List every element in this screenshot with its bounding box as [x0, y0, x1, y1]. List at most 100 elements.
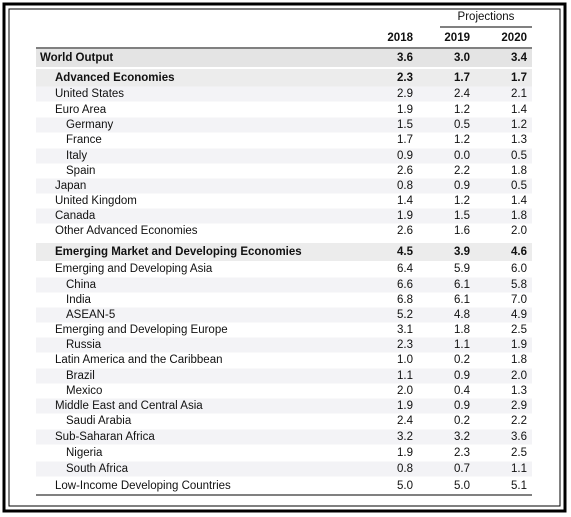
- inner-border: [8, 8, 561, 507]
- cell-value: 2.3: [454, 447, 470, 459]
- row-shade: [36, 461, 532, 477]
- cell-value: 6.4: [397, 263, 414, 275]
- cell-value: 1.3: [511, 134, 527, 146]
- row-label: China: [66, 279, 97, 291]
- cell-value: 0.5: [511, 150, 527, 162]
- cell-value: 1.2: [454, 195, 470, 207]
- row-label: South Africa: [66, 463, 129, 475]
- row-label: United Kingdom: [55, 195, 137, 207]
- row-label: Latin America and the Caribbean: [55, 354, 223, 366]
- row-label: Spain: [66, 165, 95, 177]
- cell-value: 1.8: [511, 165, 527, 177]
- row-label: Canada: [55, 210, 96, 222]
- cell-value: 1.7: [454, 72, 470, 84]
- cell-value: 0.2: [454, 415, 470, 427]
- cell-value: 0.8: [397, 180, 413, 192]
- row-label: Euro Area: [55, 104, 107, 116]
- cell-value: 0.5: [511, 180, 527, 192]
- row-shade: [36, 86, 532, 102]
- cell-value: 1.2: [511, 119, 527, 131]
- cell-value: 6.1: [454, 279, 470, 291]
- cell-value: 2.1: [511, 88, 527, 100]
- cell-value: 1.2: [454, 134, 470, 146]
- row-label: ASEAN-5: [66, 309, 115, 321]
- cell-value: 3.6: [511, 431, 527, 443]
- row-shade: [36, 337, 532, 353]
- cell-value: 5.1: [511, 480, 527, 492]
- cell-value: 6.6: [397, 279, 413, 291]
- cell-value: 2.6: [397, 165, 413, 177]
- cell-value: 1.6: [454, 225, 470, 237]
- column-header: 2018: [387, 32, 413, 44]
- cell-value: 0.7: [454, 463, 470, 475]
- row-label: Italy: [66, 150, 87, 162]
- cell-value: 1.2: [454, 104, 470, 116]
- cell-value: 2.9: [397, 88, 413, 100]
- column-header: 2020: [501, 32, 527, 44]
- row-label: Russia: [66, 339, 102, 351]
- row-label: Low-Income Developing Countries: [55, 480, 231, 492]
- row-label: Japan: [55, 180, 86, 192]
- cell-value: 3.2: [454, 431, 470, 443]
- row-label: United States: [55, 88, 124, 100]
- cell-value: 3.6: [397, 52, 413, 64]
- cell-value: 2.2: [454, 165, 470, 177]
- cell-value: 2.4: [397, 415, 414, 427]
- cell-value: 1.9: [397, 104, 413, 116]
- cell-value: 1.4: [511, 195, 528, 207]
- cell-value: 1.3: [511, 385, 527, 397]
- cell-value: 1.9: [397, 210, 413, 222]
- cell-value: 6.1: [454, 294, 470, 306]
- row-shade: [36, 117, 532, 133]
- cell-value: 1.4: [511, 104, 528, 116]
- row-label: Nigeria: [66, 447, 103, 459]
- cell-value: 5.9: [454, 263, 470, 275]
- row-label: Other Advanced Economies: [55, 225, 198, 237]
- cell-value: 1.8: [511, 354, 527, 366]
- cell-value: 1.7: [397, 134, 413, 146]
- row-shade: [36, 148, 532, 164]
- cell-value: 0.9: [454, 180, 470, 192]
- cell-value: 1.8: [454, 324, 470, 336]
- cell-value: 0.4: [454, 385, 471, 397]
- cell-value: 2.3: [397, 339, 413, 351]
- cell-value: 0.9: [397, 150, 413, 162]
- cell-value: 1.7: [511, 72, 527, 84]
- cell-value: 7.0: [511, 294, 527, 306]
- cell-value: 0.9: [454, 400, 470, 412]
- row-label: Emerging Market and Developing Economies: [55, 246, 302, 258]
- cell-value: 2.0: [511, 225, 527, 237]
- row-label: Emerging and Developing Asia: [55, 263, 213, 275]
- column-header: 2019: [444, 32, 470, 44]
- row-label: Sub-Saharan Africa: [55, 431, 155, 443]
- cell-value: 2.0: [397, 385, 413, 397]
- cell-value: 2.2: [511, 415, 527, 427]
- cell-value: 3.1: [397, 324, 413, 336]
- cell-value: 6.8: [397, 294, 413, 306]
- cell-value: 5.2: [397, 309, 413, 321]
- row-shade: [36, 178, 532, 194]
- row-label: France: [66, 134, 102, 146]
- row-shade: [36, 69, 532, 87]
- row-shade: [36, 49, 532, 67]
- row-label: World Output: [40, 52, 113, 64]
- row-label: Mexico: [66, 385, 102, 397]
- row-label: Emerging and Developing Europe: [55, 324, 228, 336]
- row-shade: [36, 368, 532, 384]
- cell-value: 1.1: [511, 463, 527, 475]
- cell-value: 1.5: [454, 210, 470, 222]
- cell-value: 1.9: [397, 447, 413, 459]
- group-header: Projections: [458, 11, 515, 23]
- cell-value: 3.4: [511, 52, 528, 64]
- cell-value: 1.0: [397, 354, 413, 366]
- cell-value: 2.6: [397, 225, 413, 237]
- cell-value: 1.5: [397, 119, 413, 131]
- cell-value: 1.4: [397, 195, 414, 207]
- cell-value: 4.5: [397, 246, 414, 258]
- cell-value: 3.2: [397, 431, 413, 443]
- cell-value: 1.9: [397, 400, 413, 412]
- cell-value: 2.5: [511, 447, 527, 459]
- cell-value: 4.6: [511, 246, 527, 258]
- cell-value: 2.3: [397, 72, 413, 84]
